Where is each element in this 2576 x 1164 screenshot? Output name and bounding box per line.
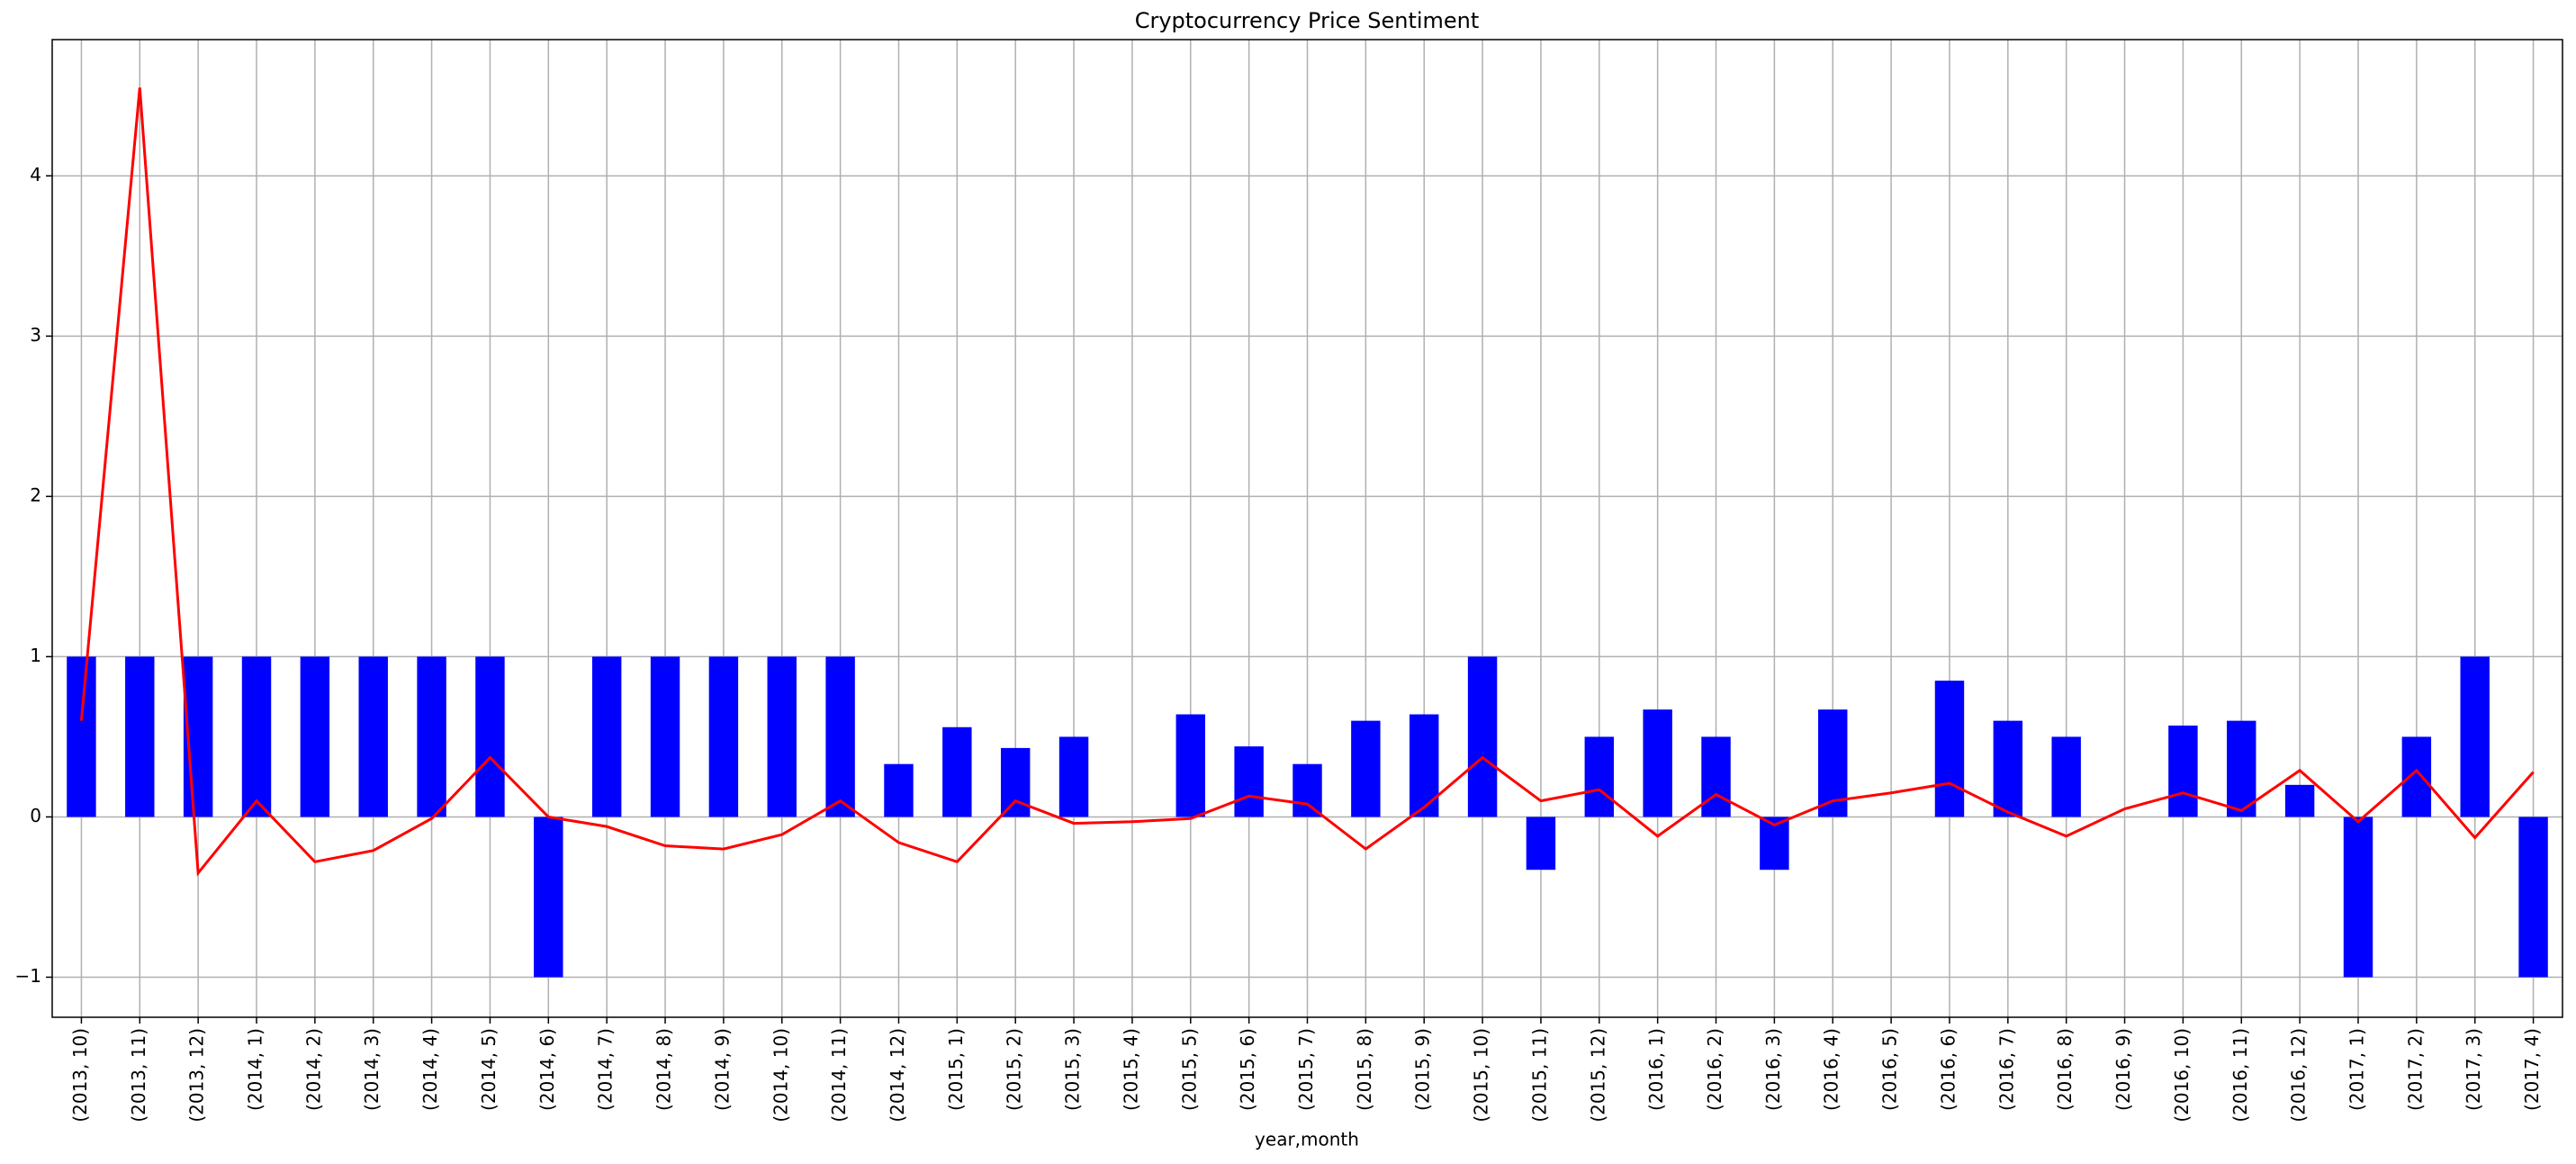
bar [1058,736,1089,817]
bar [2051,736,2081,817]
x-tick-label: (2014, 4) [419,1028,441,1111]
x-tick-label: (2017, 1) [2346,1028,2367,1111]
x-tick-label: (2016, 7) [1995,1028,2017,1111]
bar [475,656,505,817]
x-tick-label: (2015, 7) [1295,1028,1317,1111]
x-tick-label: (2015, 1) [945,1028,967,1111]
x-tick-label: (2015, 8) [1354,1028,1375,1111]
x-tick-label: (2016, 1) [1645,1028,1667,1111]
y-tick-label: 3 [30,324,41,346]
x-tick-label: (2014, 12) [887,1028,908,1123]
bar [825,656,855,817]
x-tick-label: (2014, 5) [478,1028,500,1111]
bar [708,656,739,817]
plot-frame [51,39,2563,1018]
bar [1467,656,1498,817]
x-tick-label: (2015, 12) [1587,1028,1608,1123]
x-tick-label: (2016, 9) [2112,1028,2134,1111]
x-tick-label: (2013, 10) [69,1028,91,1123]
x-tick-label: (2014, 3) [361,1028,383,1111]
bar [417,656,446,817]
x-tick-label: (2014, 2) [302,1028,324,1111]
y-tick-label: 4 [30,164,41,185]
bar [125,656,155,817]
bar [1175,714,1205,817]
y-tick-label: 2 [30,484,41,506]
bar [2227,720,2256,817]
bar [1410,714,1439,817]
bar [358,656,388,817]
x-tick-label: (2016, 8) [2054,1028,2076,1111]
x-tick-label: (2014, 11) [828,1028,850,1123]
bar [2343,817,2373,978]
bar [1526,817,1556,871]
x-tick-label: (2014, 1) [245,1028,266,1111]
x-tick-label: (2015, 5) [1178,1028,1200,1111]
bar [2460,656,2490,817]
bar [1000,747,1031,817]
bar [1293,763,1322,817]
x-tick-label: (2016, 2) [1704,1028,1725,1111]
x-tick-label: (2016, 11) [2229,1028,2251,1123]
y-tick-label: 1 [30,645,41,666]
bar [2401,736,2432,817]
bar [300,656,330,817]
x-tick-label: (2015, 10) [1471,1028,1492,1123]
bar [942,726,972,817]
x-tick-label: (2017, 4) [2521,1028,2543,1111]
x-tick-label: (2015, 11) [1528,1028,1550,1123]
bar [67,656,96,817]
x-tick-label: (2017, 3) [2463,1028,2484,1111]
x-axis-label: year,month [1255,1129,1359,1150]
x-tick-label: (2015, 4) [1120,1028,1141,1111]
x-tick-label: (2015, 2) [1004,1028,1025,1111]
x-tick-label: (2016, 6) [1937,1028,1959,1111]
x-tick-label: (2013, 11) [128,1028,149,1123]
bar [534,817,563,978]
x-tick-label: (2015, 3) [1062,1028,1084,1111]
chart-title: Cryptocurrency Price Sentiment [1135,8,1480,33]
x-tick-label: (2014, 6) [536,1028,558,1111]
x-tick-label: (2015, 9) [1412,1028,1434,1111]
bar [1993,720,2023,817]
bar [2518,817,2548,978]
x-tick-label: (2014, 8) [653,1028,675,1111]
bar [2284,784,2315,817]
bar [591,656,622,817]
x-tick-label: (2016, 4) [1821,1028,1842,1111]
bar [1234,746,1264,817]
x-tick-label: (2016, 3) [1762,1028,1784,1111]
x-tick-label: (2017, 2) [2404,1028,2426,1111]
bar [241,656,272,817]
line [79,87,2535,877]
bar [767,656,797,817]
y-tick-label: −1 [15,965,41,987]
x-tick-label: (2016, 5) [1879,1028,1901,1111]
x-tick-label: (2013, 12) [186,1028,208,1123]
x-tick-label: (2014, 9) [711,1028,733,1111]
bar [650,656,680,817]
bar [1701,736,1731,817]
bar [1351,720,1381,817]
bar [884,763,914,817]
bar [1643,709,1672,817]
x-tick-label: (2016, 10) [2171,1028,2193,1123]
bar [1584,736,1615,817]
x-tick-label: (2014, 7) [595,1028,617,1111]
bar [1934,681,1965,817]
bar [2168,725,2198,817]
x-tick-label: (2016, 12) [2288,1028,2310,1123]
x-tick-label: (2015, 6) [1237,1028,1258,1111]
x-tick-label: (2014, 10) [770,1028,791,1123]
y-tick-label: 0 [30,805,41,826]
